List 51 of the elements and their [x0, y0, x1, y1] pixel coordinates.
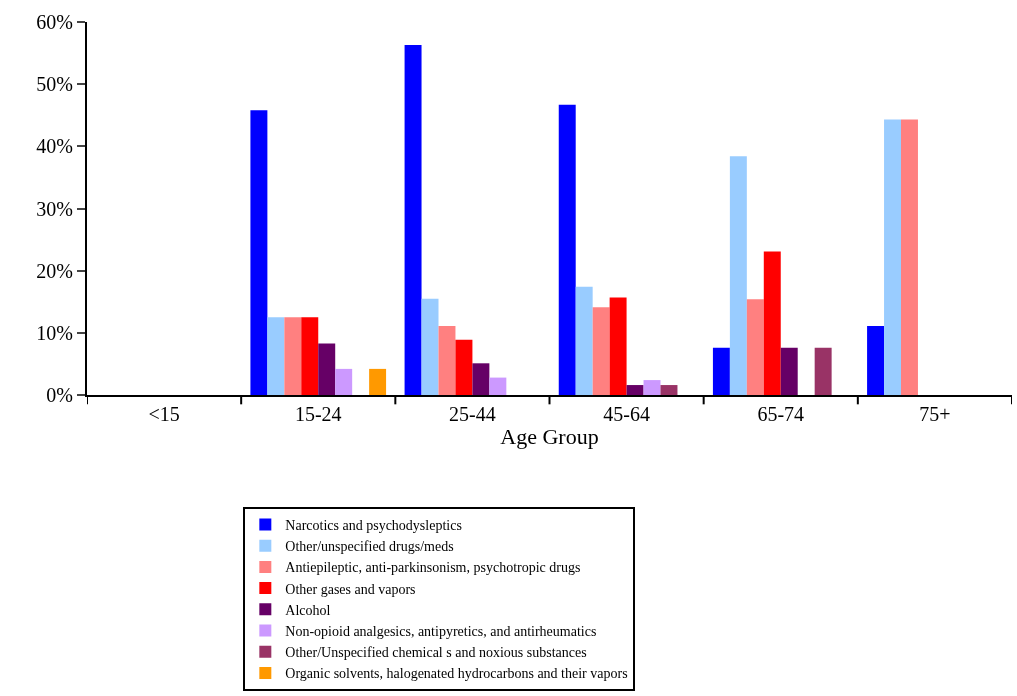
bar	[660, 385, 678, 395]
bar	[284, 317, 302, 395]
x-tick-label: <15	[148, 403, 180, 425]
x-tick-label: 45-64	[603, 403, 650, 425]
bar	[318, 343, 336, 395]
bar	[250, 110, 268, 395]
x-tick-label: 65-74	[757, 403, 805, 425]
bar	[609, 297, 627, 395]
legend-label: Narcotics and psychodysleptics	[285, 517, 462, 533]
y-tick-label: 60%	[36, 11, 73, 33]
legend-label: Other/Unspecified chemical s and noxious substances	[285, 645, 587, 661]
legend-label: Antiepileptic, anti-parkinsonism, psychotropic drugs	[285, 560, 581, 576]
legend-label: Organic solvents, halogenated hydrocarbons and their vapors	[285, 666, 628, 682]
x-tick-label: 25-44	[449, 403, 496, 425]
x-tick-label: 75+	[919, 403, 951, 425]
bar	[763, 251, 781, 395]
bar	[746, 299, 764, 395]
bar	[729, 156, 747, 395]
bar	[780, 347, 798, 395]
bar	[901, 119, 918, 395]
bar	[814, 347, 832, 395]
legend-label: Other gases and vapors	[285, 581, 416, 597]
bar	[404, 45, 422, 395]
y-tick-label: 0%	[46, 384, 73, 406]
y-tick-label: 40%	[36, 135, 73, 158]
x-tick-label: 15-24	[294, 403, 342, 425]
bar	[421, 298, 439, 395]
bar	[712, 347, 730, 395]
bar	[472, 363, 490, 395]
bar	[867, 326, 885, 395]
y-tick-label: 30%	[36, 197, 73, 220]
legend-label: Non-opioid analgesics, antipyretics, and antirheumatics	[285, 623, 597, 639]
bar	[575, 286, 593, 395]
bar	[301, 317, 319, 395]
legend-label: Other/unspecified drugs/meds	[285, 539, 454, 555]
bar	[558, 104, 576, 395]
x-axis-title: Age Group	[500, 424, 599, 450]
y-tick-label: 50%	[36, 73, 73, 96]
bar	[592, 307, 610, 395]
legend-label: Alcohol	[285, 602, 331, 618]
bar	[626, 385, 644, 395]
bar	[489, 377, 507, 395]
bar	[643, 380, 661, 395]
bar	[267, 317, 285, 395]
y-tick-label: 10%	[36, 321, 73, 344]
bar	[884, 119, 901, 395]
bar	[369, 368, 387, 395]
bar	[335, 368, 353, 395]
bar	[438, 326, 456, 395]
bar	[455, 339, 473, 395]
y-tick-label: 20%	[36, 259, 73, 282]
